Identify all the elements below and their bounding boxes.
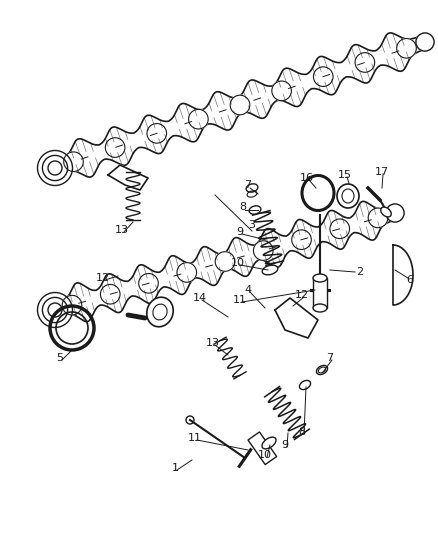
Text: 4: 4 [244,285,251,295]
Ellipse shape [337,184,359,208]
Circle shape [254,241,273,261]
Text: 6: 6 [406,275,413,285]
Text: 7: 7 [244,180,251,190]
Circle shape [147,124,166,143]
Circle shape [189,109,208,129]
Circle shape [292,230,311,249]
Text: 12: 12 [295,290,309,300]
Text: 11: 11 [188,433,202,443]
Polygon shape [393,245,413,305]
Circle shape [177,263,197,282]
Polygon shape [53,201,397,321]
Text: 13: 13 [115,225,129,235]
Circle shape [42,297,67,322]
Circle shape [386,204,404,222]
Circle shape [416,33,434,51]
Ellipse shape [313,274,327,282]
Text: 3: 3 [248,220,255,230]
Text: 15: 15 [338,170,352,180]
Polygon shape [275,298,318,338]
Circle shape [42,156,67,181]
Ellipse shape [313,304,327,312]
Circle shape [355,53,374,72]
Text: 5: 5 [57,353,64,363]
Circle shape [105,138,125,157]
Circle shape [397,38,416,58]
Text: 8: 8 [298,427,306,437]
Text: 11: 11 [233,295,247,305]
Circle shape [230,95,250,115]
Ellipse shape [246,184,258,192]
Polygon shape [108,165,148,190]
Circle shape [64,152,83,172]
Circle shape [272,81,291,101]
Text: 2: 2 [357,267,364,277]
Text: 9: 9 [282,440,289,450]
Polygon shape [53,33,427,177]
Circle shape [139,273,158,293]
Text: 10: 10 [231,258,245,268]
Ellipse shape [262,265,278,275]
Circle shape [330,219,350,239]
Circle shape [38,150,73,185]
Circle shape [368,208,388,228]
Ellipse shape [249,206,261,214]
Text: 13: 13 [206,338,220,348]
Ellipse shape [381,207,391,217]
Circle shape [314,67,333,86]
Circle shape [62,295,82,315]
Text: 14: 14 [193,293,207,303]
Circle shape [48,303,62,317]
Ellipse shape [262,437,276,449]
Text: 12: 12 [96,273,110,283]
Ellipse shape [300,381,311,390]
Text: 7: 7 [326,353,334,363]
Circle shape [38,293,73,327]
Circle shape [48,161,62,175]
Ellipse shape [147,297,173,327]
Circle shape [215,252,235,271]
Ellipse shape [316,366,328,375]
Text: 1: 1 [172,463,179,473]
Circle shape [100,285,120,304]
Text: 10: 10 [258,450,272,460]
Text: 16: 16 [300,173,314,183]
Text: 17: 17 [375,167,389,177]
Text: 8: 8 [240,202,247,212]
Text: 9: 9 [237,227,244,237]
Bar [313,278,327,308]
Bar [248,432,277,465]
